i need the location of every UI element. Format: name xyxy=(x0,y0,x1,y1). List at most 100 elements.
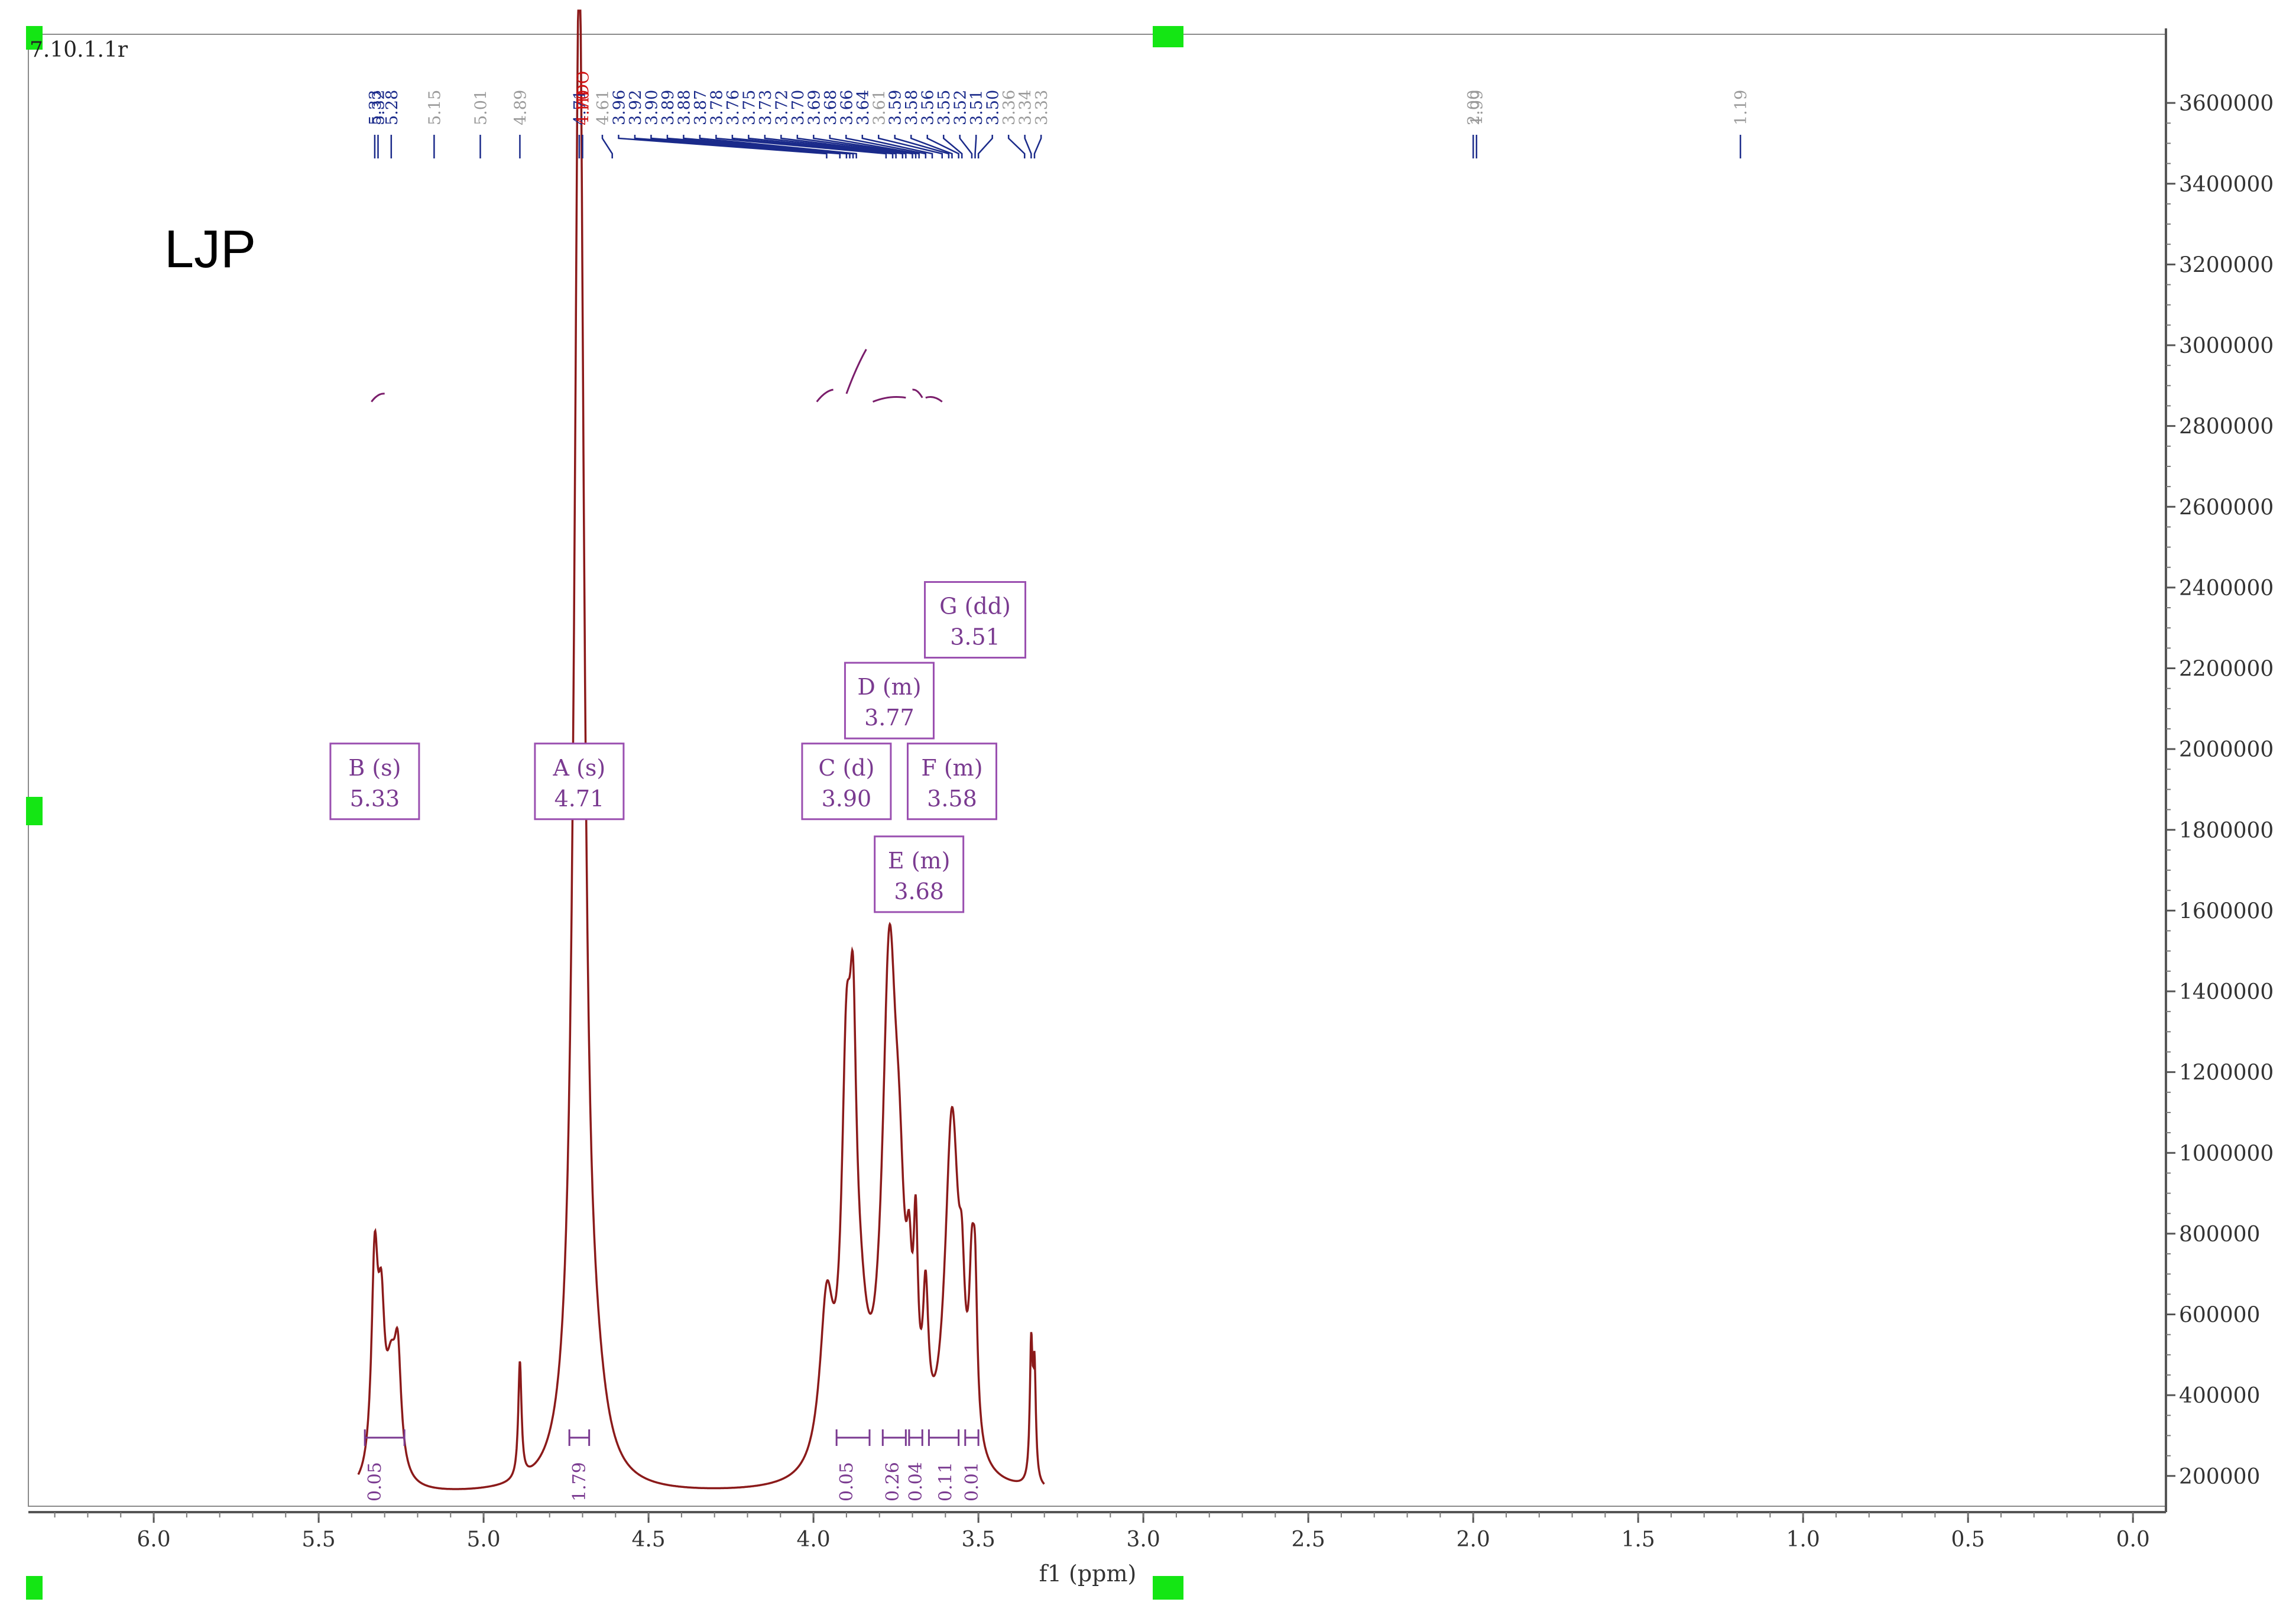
peak-label-connector xyxy=(1024,135,1032,158)
y-tick-label: 2000000 xyxy=(2179,738,2274,762)
resize-handle-bottom-left[interactable] xyxy=(26,1576,43,1600)
y-tick-label: 1800000 xyxy=(2179,819,2274,843)
peak-label-connector xyxy=(878,135,943,158)
annotation-shift: 3.77 xyxy=(864,705,914,731)
integral-value: 0.04 xyxy=(906,1462,926,1502)
peak-label: 3.36 xyxy=(1000,90,1019,125)
y-tick-label: 3600000 xyxy=(2179,92,2274,116)
peak-label-connector xyxy=(977,135,993,158)
peak-label: 3.87 xyxy=(692,90,710,125)
annotation-box xyxy=(906,742,997,821)
x-tick-label: 4.5 xyxy=(631,1528,665,1552)
integral-value: 1.79 xyxy=(569,1462,590,1502)
annotation-multiplicity: G (dd) xyxy=(939,594,1011,620)
integral-value: 0.11 xyxy=(935,1462,956,1502)
peak-label-connector xyxy=(910,135,953,158)
peak-label: 3.55 xyxy=(935,90,954,125)
peak-label-connector xyxy=(926,135,959,158)
annotation-box xyxy=(534,742,625,821)
peak-label: 2.00 xyxy=(1465,90,1483,125)
peak-label: 3.72 xyxy=(773,90,791,125)
y-tick-label: 2200000 xyxy=(2179,657,2274,682)
y-tick-label: 2600000 xyxy=(2179,495,2274,520)
annotation-box xyxy=(844,661,935,740)
peak-label: 3.58 xyxy=(903,90,921,125)
peak-label-connector xyxy=(780,135,907,158)
annotation-d: D (m) 3.77 xyxy=(844,661,935,740)
peak-label: 3.96 xyxy=(610,90,628,125)
annotation-e: E (m) 3.68 xyxy=(874,835,965,913)
peak-label: 4.61 xyxy=(594,90,612,125)
integral-value: 0.05 xyxy=(836,1462,857,1502)
peak-label: 3.75 xyxy=(740,90,758,125)
peak-label-connector xyxy=(699,135,857,158)
annotation-g: G (dd) 3.51 xyxy=(924,581,1027,659)
peak-label: 3.59 xyxy=(887,90,905,125)
annotation-b: B (s) 5.33 xyxy=(329,742,420,821)
peak-label: 3.51 xyxy=(968,90,986,125)
integral-curve xyxy=(845,349,867,394)
x-tick-label: 4.0 xyxy=(796,1528,830,1552)
resize-handle-middle-left[interactable] xyxy=(26,797,43,825)
peak-label-connector xyxy=(683,135,854,158)
y-tick-label: 3200000 xyxy=(2179,253,2274,277)
y-tick-label: 2800000 xyxy=(2179,415,2274,439)
x-axis: 6.0 5.5 5.0 4.5 4.0 3.5 3.0 2.5 2.0 1.5 1.0 0.5 0.0 xyxy=(28,1511,2166,1552)
y-tick-label: 2400000 xyxy=(2179,576,2274,601)
y-axis: 200000 400000 600000 800000 1000000 1200000 14… xyxy=(2165,28,2274,1512)
y-tick-label: 1400000 xyxy=(2179,980,2274,1004)
annotation-multiplicity: A (s) xyxy=(553,755,606,781)
peak-label: 3.56 xyxy=(919,90,938,125)
peak-label: 5.28 xyxy=(383,90,401,125)
peak-label: 3.73 xyxy=(757,90,775,125)
peak-label-connector xyxy=(974,135,977,158)
annotation-multiplicity: E (m) xyxy=(888,848,951,874)
peak-label-connector xyxy=(634,135,841,158)
peak-label: 3.66 xyxy=(838,90,856,125)
x-tick-label: 3.5 xyxy=(961,1528,995,1552)
y-tick-label: 200000 xyxy=(2179,1465,2260,1489)
y-tick-label: 600000 xyxy=(2179,1303,2260,1328)
peak-label: 3.33 xyxy=(1033,90,1051,125)
multiplet-annotations: A (s) 4.71 B (s) 5.33 C (d) 3.90 D (m) 3.77 E (m… xyxy=(329,581,1027,913)
annotation-box xyxy=(801,742,892,821)
peak-label: 5.15 xyxy=(426,90,444,125)
annotation-multiplicity: B (s) xyxy=(348,755,401,781)
resize-handle-top-center[interactable] xyxy=(1153,26,1183,47)
y-tick-label: 1000000 xyxy=(2179,1141,2274,1166)
peak-label: 3.50 xyxy=(984,90,1003,125)
peak-label-connector xyxy=(861,135,933,158)
y-tick-label: 3400000 xyxy=(2179,173,2274,197)
peak-label-connector xyxy=(894,135,950,158)
peak-label-connector xyxy=(715,135,887,158)
peak-label-connector xyxy=(829,135,920,158)
integral-curves xyxy=(371,349,943,403)
peak-label: 3.76 xyxy=(724,90,742,125)
spectrum-trace xyxy=(357,9,1045,1490)
annotation-shift: 3.51 xyxy=(950,624,1000,650)
annotation-multiplicity: D (m) xyxy=(857,674,921,700)
x-tick-label: 3.0 xyxy=(1126,1528,1160,1552)
peak-label: 4.70 xyxy=(574,90,592,125)
peak-label: 5.32 xyxy=(370,90,388,125)
annotation-a: A (s) 4.71 xyxy=(534,742,625,821)
file-label: 7.10.1.1r xyxy=(30,38,128,62)
y-tick-label: 400000 xyxy=(2179,1384,2260,1408)
annotation-multiplicity: F (m) xyxy=(921,755,982,781)
annotation-box xyxy=(874,835,965,913)
peak-label-connector xyxy=(813,135,917,158)
annotation-shift: 3.58 xyxy=(927,786,977,812)
y-tick-label: 3000000 xyxy=(2179,334,2274,358)
sample-label: LJP xyxy=(164,220,256,279)
y-tick-label: 1600000 xyxy=(2179,899,2274,923)
annotation-shift: 3.68 xyxy=(894,878,944,904)
resize-handle-top-left[interactable] xyxy=(26,26,43,50)
integral-curve xyxy=(872,396,906,403)
resize-handle-bottom-center[interactable] xyxy=(1153,1576,1183,1600)
integral-curve xyxy=(925,396,943,403)
peak-label-connector xyxy=(942,135,963,158)
peak-label: 3.64 xyxy=(854,90,873,125)
peak-label: 1.19 xyxy=(1732,90,1750,125)
annotation-shift: 3.90 xyxy=(822,786,872,812)
y-tick-label: 1200000 xyxy=(2179,1061,2274,1085)
